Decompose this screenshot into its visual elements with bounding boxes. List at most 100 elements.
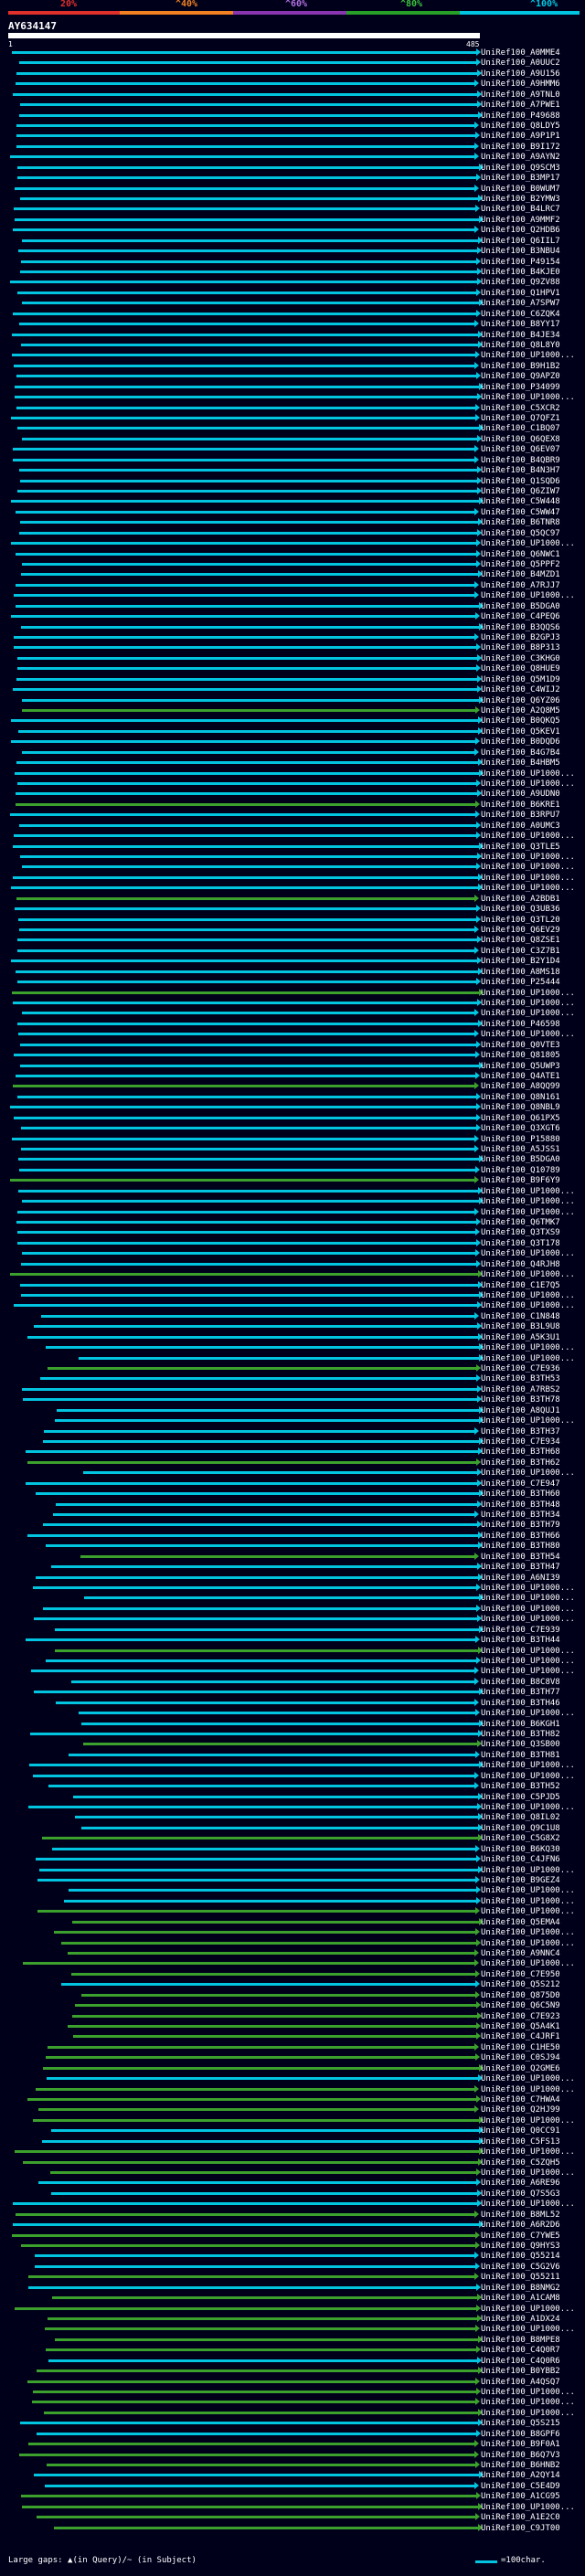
hit-label[interactable]: UniRef100_A8QQ99 [481, 1082, 560, 1092]
hit-row[interactable]: UniRef100_B3TH54 [0, 1552, 585, 1563]
hit-label[interactable]: UniRef100_C1N848 [481, 1311, 560, 1321]
hit-label[interactable]: UniRef100_Q8NBL9 [481, 1103, 560, 1113]
hit-label[interactable]: UniRef100_Q7QFZ1 [481, 414, 560, 423]
hit-row[interactable]: UniRef100_A9MMF2 [0, 215, 585, 226]
hit-row[interactable]: UniRef100_UP1000... [0, 2304, 585, 2315]
hit-label[interactable]: UniRef100_B3TH46 [481, 1698, 560, 1708]
hit-row[interactable]: UniRef100_Q6TMK7 [0, 1217, 585, 1228]
hit-label[interactable]: UniRef100_Q875D0 [481, 1990, 560, 2000]
hit-label[interactable]: UniRef100_B2GPJ3 [481, 633, 560, 642]
hit-row[interactable]: UniRef100_Q9ZV88 [0, 277, 585, 288]
hit-label[interactable]: UniRef100_C3KHG0 [481, 653, 560, 663]
hit-row[interactable]: UniRef100_UP1000... [0, 1029, 585, 1040]
hit-label[interactable]: UniRef100_B2YMW3 [481, 195, 560, 204]
hit-label[interactable]: UniRef100_B3TH34 [481, 1511, 560, 1520]
hit-row[interactable]: UniRef100_Q6EV29 [0, 925, 585, 936]
hit-row[interactable]: UniRef100_B3TH47 [0, 1562, 585, 1573]
hit-row[interactable]: UniRef100_B9F0A1 [0, 2439, 585, 2450]
hit-row[interactable]: UniRef100_Q875D0 [0, 1990, 585, 2001]
hit-row[interactable]: UniRef100_UP1000... [0, 779, 585, 790]
hit-row[interactable]: UniRef100_B9F6Y9 [0, 1175, 585, 1186]
hit-row[interactable]: UniRef100_C7HWA4 [0, 2094, 585, 2105]
hit-label[interactable]: UniRef100_C1BQ07 [481, 424, 560, 434]
hit-label[interactable]: UniRef100_A1DX24 [481, 2315, 560, 2324]
hit-row[interactable]: UniRef100_C5XCR2 [0, 403, 585, 414]
hit-label[interactable]: UniRef100_A1CAM8 [481, 2294, 560, 2304]
hit-label[interactable]: UniRef100_B8YY17 [481, 320, 560, 330]
hit-label[interactable]: UniRef100_Q6ZIW7 [481, 487, 560, 496]
hit-row[interactable]: UniRef100_A9UDN0 [0, 789, 585, 800]
hit-row[interactable]: UniRef100_C5E4D9 [0, 2481, 585, 2492]
hit-label[interactable]: UniRef100_Q6C5N9 [481, 2001, 560, 2011]
hit-row[interactable]: UniRef100_A2BDB1 [0, 894, 585, 905]
hit-label[interactable]: UniRef100_UP1000... [481, 853, 575, 862]
hit-row[interactable]: UniRef100_UP1000... [0, 2324, 585, 2335]
hit-label[interactable]: UniRef100_Q5M1D9 [481, 674, 560, 684]
hit-label[interactable]: UniRef100_UP1000... [481, 1771, 575, 1781]
hit-row[interactable]: UniRef100_UP1000... [0, 988, 585, 999]
hit-label[interactable]: UniRef100_Q6TMK7 [481, 1218, 560, 1227]
hit-label[interactable]: UniRef100_Q55211 [481, 2273, 560, 2283]
hit-row[interactable]: UniRef100_B4KJE0 [0, 267, 585, 278]
hit-label[interactable]: UniRef100_P34099 [481, 382, 560, 392]
hit-label[interactable]: UniRef100_B3RPU7 [481, 811, 560, 821]
hit-label[interactable]: UniRef100_UP1000... [481, 1197, 575, 1207]
hit-label[interactable]: UniRef100_Q6EV07 [481, 445, 560, 455]
hit-label[interactable]: UniRef100_B6HNB2 [481, 2461, 560, 2470]
hit-label[interactable]: UniRef100_UP1000... [481, 2388, 575, 2397]
hit-row[interactable]: UniRef100_Q8ZSE1 [0, 935, 585, 946]
hit-label[interactable]: UniRef100_Q9SCM3 [481, 163, 560, 173]
hit-label[interactable]: UniRef100_B6KQ30 [481, 1844, 560, 1854]
hit-row[interactable]: UniRef100_B3TH66 [0, 1531, 585, 1542]
hit-row[interactable]: UniRef100_Q10789 [0, 1165, 585, 1176]
hit-label[interactable]: UniRef100_UP1000... [481, 1938, 575, 1948]
hit-row[interactable]: UniRef100_UP1000... [0, 1614, 585, 1625]
hit-row[interactable]: UniRef100_C5FS13 [0, 2136, 585, 2147]
hit-row[interactable]: UniRef100_Q1SQD6 [0, 476, 585, 487]
hit-label[interactable]: UniRef100_B3TH81 [481, 1750, 560, 1760]
hit-label[interactable]: UniRef100_UP1000... [481, 1615, 575, 1625]
hit-label[interactable]: UniRef100_Q5KEV1 [481, 726, 560, 737]
hit-row[interactable]: UniRef100_B6HNB2 [0, 2460, 585, 2471]
hit-label[interactable]: UniRef100_UP1000... [481, 351, 575, 361]
hit-label[interactable]: UniRef100_UP1000... [481, 1343, 575, 1353]
hit-label[interactable]: UniRef100_Q8N161 [481, 1092, 560, 1102]
hit-label[interactable]: UniRef100_UP1000... [481, 591, 575, 601]
hit-row[interactable]: UniRef100_UP1000... [0, 873, 585, 884]
hit-row[interactable]: UniRef100_UP1000... [0, 2073, 585, 2084]
hit-label[interactable]: UniRef100_Q2HJ99 [481, 2105, 560, 2115]
hit-label[interactable]: UniRef100_Q5PPF2 [481, 560, 560, 569]
hit-label[interactable]: UniRef100_Q55214 [481, 2252, 560, 2262]
hit-label[interactable]: UniRef100_UP1000... [481, 1928, 575, 1938]
hit-row[interactable]: UniRef100_B2GPJ3 [0, 632, 585, 643]
hit-label[interactable]: UniRef100_C7YWE5 [481, 2231, 560, 2241]
hit-label[interactable]: UniRef100_A2Q8M5 [481, 706, 560, 716]
hit-label[interactable]: UniRef100_B9F6Y9 [481, 1176, 560, 1186]
hit-row[interactable]: UniRef100_B4MZD1 [0, 569, 585, 580]
hit-row[interactable]: UniRef100_A8QUJ1 [0, 1405, 585, 1416]
hit-row[interactable]: UniRef100_Q6YZ06 [0, 695, 585, 706]
hit-row[interactable]: UniRef100_C1N848 [0, 1311, 585, 1322]
hit-label[interactable]: UniRef100_UP1000... [481, 1584, 575, 1593]
hit-label[interactable]: UniRef100_UP1000... [481, 863, 575, 873]
hit-label[interactable]: UniRef100_C1HE50 [481, 2042, 560, 2052]
hit-label[interactable]: UniRef100_A9HMM6 [481, 80, 560, 90]
hit-label[interactable]: UniRef100_UP1000... [481, 1009, 575, 1019]
hit-label[interactable]: UniRef100_Q1HPV1 [481, 288, 560, 298]
hit-row[interactable]: UniRef100_Q3TL20 [0, 915, 585, 926]
hit-row[interactable]: UniRef100_UP1000... [0, 1927, 585, 1938]
hit-label[interactable]: UniRef100_Q8ZSE1 [481, 936, 560, 946]
hit-row[interactable]: UniRef100_B8YY17 [0, 319, 585, 330]
hit-row[interactable]: UniRef100_C4Q0R6 [0, 2356, 585, 2367]
hit-label[interactable]: UniRef100_B8C8V8 [481, 1677, 560, 1687]
hit-row[interactable]: UniRef100_UP1000... [0, 1583, 585, 1594]
hit-label[interactable]: UniRef100_B6TNR8 [481, 518, 560, 528]
hit-row[interactable]: UniRef100_B3QQS6 [0, 622, 585, 633]
hit-label[interactable]: UniRef100_Q6NWC1 [481, 549, 560, 559]
hit-row[interactable]: UniRef100_UP1000... [0, 2147, 585, 2157]
hit-label[interactable]: UniRef100_UP1000... [481, 2200, 575, 2210]
hit-label[interactable]: UniRef100_Q3T178 [481, 1238, 560, 1248]
hit-row[interactable]: UniRef100_UP1000... [0, 2408, 585, 2419]
hit-label[interactable]: UniRef100_B5DGA0 [481, 1155, 560, 1165]
hit-row[interactable]: UniRef100_B8NMG2 [0, 2283, 585, 2294]
